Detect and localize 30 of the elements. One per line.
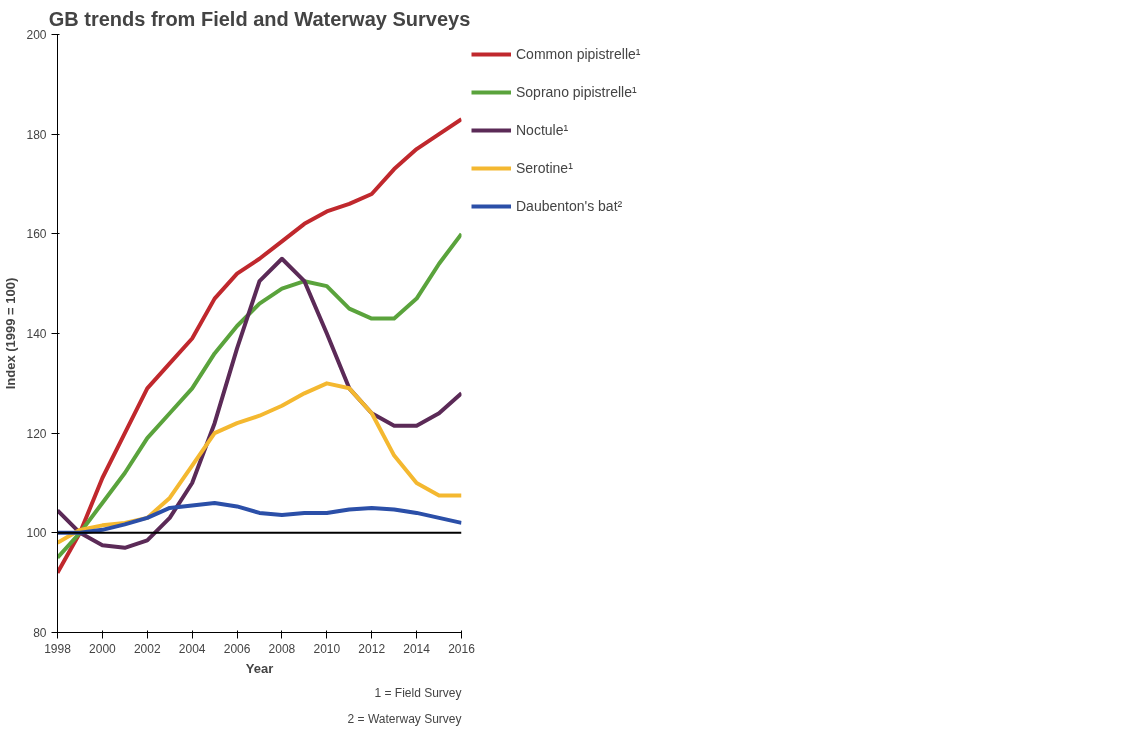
x-tick-label: 2006 [223,641,251,656]
legend-label: Daubenton's bat² [516,198,623,214]
x-tick-label: 2014 [403,641,431,656]
text: 1 = Field Survey [374,685,462,700]
y-axis-title: Index (1999 = 100) [3,277,19,390]
x-tick-label: 2010 [313,641,341,656]
legend-label: Serotine¹ [516,160,573,176]
line-series [57,381,462,545]
text: 2 = Waterway Survey [347,711,462,726]
legend-label: Soprano pipistrelle¹ [516,84,637,100]
x-tick-label: 2008 [268,641,296,656]
y-tick-label: 120 [26,426,47,441]
y-tick-label: 180 [26,127,47,142]
line-series [57,500,462,535]
y-tick-label: 200 [26,28,47,42]
x-tick-label: 2016 [448,641,476,656]
x-tick-label: 2004 [178,641,206,656]
x-axis-title: Year [245,660,274,676]
legend-label: Noctule¹ [516,122,569,138]
x-tick-label: 1998 [44,641,72,656]
y-tick-label: 80 [33,626,47,640]
chart-title: GB trends from Field and Waterway Surveys [48,7,471,30]
x-tick-label: 2012 [358,641,386,656]
line-series [57,117,462,575]
x-tick-label: 2002 [133,641,161,656]
y-tick-label: 160 [26,227,47,242]
legend-label: Common pipistrelle¹ [516,46,641,62]
y-tick-label: 140 [26,327,47,341]
x-tick-label: 2000 [89,641,117,656]
y-tick-label: 100 [26,526,47,541]
